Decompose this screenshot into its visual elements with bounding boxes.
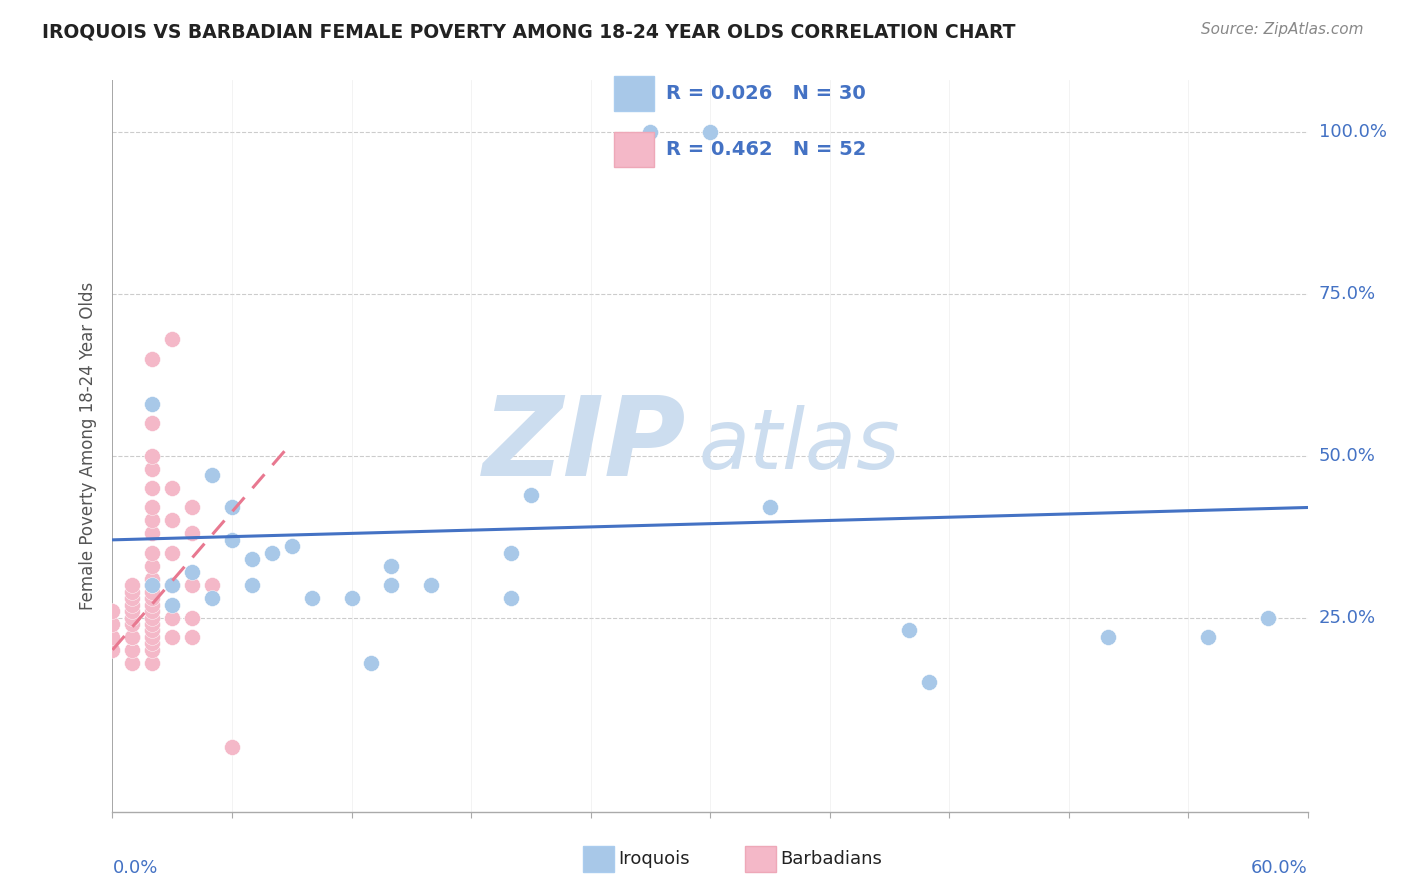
Point xyxy=(141,584,163,599)
Point xyxy=(221,500,243,515)
Point xyxy=(141,636,163,650)
Bar xyxy=(614,132,654,167)
Point xyxy=(898,624,921,638)
Point xyxy=(121,630,143,644)
Point xyxy=(181,578,204,592)
Point xyxy=(141,610,163,624)
Point xyxy=(181,566,204,580)
Point xyxy=(281,539,304,553)
Point xyxy=(201,468,224,483)
Point xyxy=(162,598,183,612)
Point xyxy=(301,591,323,606)
Point xyxy=(181,526,204,541)
Point xyxy=(121,643,143,657)
Point xyxy=(141,630,163,644)
Point xyxy=(699,125,721,139)
Y-axis label: Female Poverty Among 18-24 Year Olds: Female Poverty Among 18-24 Year Olds xyxy=(79,282,97,610)
Point xyxy=(141,513,163,527)
Point xyxy=(240,552,263,566)
Point xyxy=(162,546,183,560)
Text: ZIP: ZIP xyxy=(482,392,686,500)
Point xyxy=(759,500,782,515)
Text: Barbadians: Barbadians xyxy=(780,850,882,868)
Point xyxy=(162,481,183,495)
Bar xyxy=(614,77,654,112)
Point xyxy=(162,578,183,592)
Point xyxy=(181,610,204,624)
Point xyxy=(141,578,163,592)
Point xyxy=(181,630,204,644)
Point xyxy=(141,500,163,515)
Text: IROQUOIS VS BARBADIAN FEMALE POVERTY AMONG 18-24 YEAR OLDS CORRELATION CHART: IROQUOIS VS BARBADIAN FEMALE POVERTY AMO… xyxy=(42,22,1015,41)
Point xyxy=(638,125,662,139)
Point xyxy=(1197,630,1219,644)
Point xyxy=(141,558,163,573)
Point xyxy=(101,630,124,644)
Point xyxy=(162,610,183,624)
Point xyxy=(221,739,243,754)
Point xyxy=(162,332,183,346)
Point xyxy=(141,598,163,612)
Point xyxy=(499,591,522,606)
Point xyxy=(141,591,163,606)
Point xyxy=(141,643,163,657)
Point xyxy=(141,417,163,431)
Point xyxy=(141,617,163,632)
Point xyxy=(121,604,143,618)
Point xyxy=(101,643,124,657)
Point xyxy=(162,513,183,527)
Text: atlas: atlas xyxy=(697,406,900,486)
Point xyxy=(121,630,143,644)
Point xyxy=(141,546,163,560)
Text: 25.0%: 25.0% xyxy=(1319,608,1376,626)
Point xyxy=(121,656,143,670)
Text: 75.0%: 75.0% xyxy=(1319,285,1376,303)
Text: Source: ZipAtlas.com: Source: ZipAtlas.com xyxy=(1201,22,1364,37)
Text: Iroquois: Iroquois xyxy=(619,850,690,868)
Point xyxy=(1097,630,1119,644)
Point xyxy=(1257,610,1279,624)
Point xyxy=(420,578,443,592)
Point xyxy=(380,558,402,573)
Text: 0.0%: 0.0% xyxy=(112,859,157,877)
Point xyxy=(499,546,522,560)
Point xyxy=(240,578,263,592)
Point xyxy=(141,578,163,592)
Point xyxy=(141,572,163,586)
Point xyxy=(141,461,163,475)
Point xyxy=(201,578,224,592)
Text: 50.0%: 50.0% xyxy=(1319,447,1375,465)
Point xyxy=(141,481,163,495)
Point xyxy=(121,578,143,592)
Point xyxy=(221,533,243,547)
Point xyxy=(141,624,163,638)
Text: 100.0%: 100.0% xyxy=(1319,123,1386,141)
Point xyxy=(121,584,143,599)
Point xyxy=(162,578,183,592)
Point xyxy=(201,591,224,606)
Point xyxy=(340,591,363,606)
Point xyxy=(141,449,163,463)
Point xyxy=(918,675,941,690)
Point xyxy=(141,351,163,366)
Point xyxy=(141,656,163,670)
Point xyxy=(121,610,143,624)
Point xyxy=(101,604,124,618)
Point xyxy=(121,591,143,606)
Point xyxy=(260,546,283,560)
Point xyxy=(141,397,163,411)
Point xyxy=(181,500,204,515)
Point xyxy=(101,617,124,632)
Point xyxy=(360,656,382,670)
Point xyxy=(121,617,143,632)
Text: 60.0%: 60.0% xyxy=(1251,859,1308,877)
Text: R = 0.026   N = 30: R = 0.026 N = 30 xyxy=(666,84,866,103)
Point xyxy=(520,487,543,501)
Point xyxy=(162,630,183,644)
Point xyxy=(141,526,163,541)
Point xyxy=(380,578,402,592)
Point xyxy=(141,604,163,618)
Text: R = 0.462   N = 52: R = 0.462 N = 52 xyxy=(666,140,868,159)
Point xyxy=(121,598,143,612)
